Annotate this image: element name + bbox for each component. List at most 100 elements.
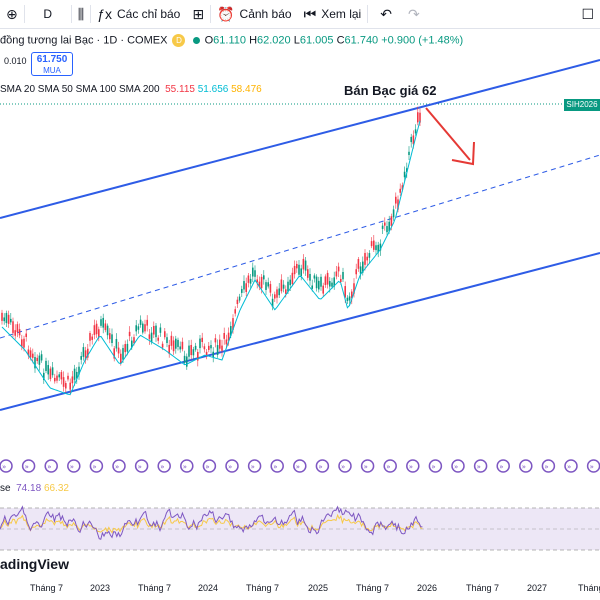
buy-button[interactable]: 61.750 MUA	[31, 52, 73, 76]
sma-legend[interactable]: SMA 20 SMA 50 SMA 100 SMA 200 55.115 51.…	[0, 84, 262, 95]
indicators-button[interactable]: ƒx Các chỉ báo	[91, 0, 186, 28]
candle-body	[300, 268, 302, 276]
candle-body	[357, 259, 360, 269]
candle-body	[388, 221, 390, 232]
event-marker-glyph: »	[409, 463, 413, 471]
candle-body	[137, 326, 140, 330]
undo-button[interactable]: ↶	[368, 0, 404, 28]
interval-button[interactable]: D	[25, 0, 71, 28]
candle-body	[69, 382, 71, 390]
candle-body	[406, 168, 408, 173]
event-marker-icon	[21, 459, 36, 473]
x-tick: Tháng 7	[30, 583, 64, 593]
ticker-badge: SIH2026	[564, 99, 600, 111]
event-marker-icon	[406, 459, 420, 473]
candle-body	[236, 299, 239, 305]
candle-body	[36, 357, 38, 362]
candle-body	[179, 346, 181, 350]
candle-body	[335, 271, 338, 277]
candle-body	[181, 341, 184, 350]
candle-body	[47, 365, 49, 375]
candle-body	[124, 344, 126, 353]
time-axis[interactable]: Tháng 7 2023 Tháng 7 2024 Tháng 7 2025 T…	[0, 578, 600, 600]
candle-body	[175, 338, 177, 349]
candle-body	[329, 281, 331, 287]
candle-body	[98, 329, 100, 338]
candle-body	[146, 319, 148, 326]
redo-button[interactable]: ↷	[404, 0, 424, 28]
rsi-value-2: 66.32	[43, 483, 69, 494]
candle-body	[359, 266, 362, 274]
rsi-signal-line	[0, 513, 423, 534]
candle-body	[282, 284, 285, 289]
candle-body	[95, 323, 98, 335]
top-toolbar: ⊕ D ⫼ ƒx Các chỉ báo ⊞ ⏰ Cảnh báo ⏮ Xem lại…	[0, 0, 600, 29]
candle-body	[100, 319, 102, 326]
event-marker-glyph: »	[386, 463, 390, 471]
candle-body	[25, 333, 27, 337]
rsi-band	[0, 508, 600, 550]
candle-body	[355, 269, 357, 275]
candle-body	[384, 222, 386, 226]
event-marker-glyph: »	[228, 463, 232, 471]
candle-body	[410, 136, 412, 143]
candle-body	[293, 265, 296, 275]
candle-body	[265, 282, 267, 290]
candle-body	[62, 377, 65, 387]
candle-body	[269, 284, 272, 293]
candle-body	[117, 347, 120, 354]
candle-body	[315, 276, 318, 289]
chart-annotation[interactable]: Bán Bạc giá 62	[344, 83, 437, 98]
replay-button[interactable]: ⏮ Xem lại	[298, 0, 368, 28]
replay-icon: ⏮	[303, 5, 317, 22]
candle-body	[29, 350, 32, 358]
event-marker-icon	[225, 459, 239, 473]
sma-line	[1, 120, 421, 396]
candle-body	[3, 317, 5, 322]
candle-body	[313, 275, 316, 279]
candle-body	[40, 354, 43, 361]
interval-label: D	[43, 7, 53, 21]
event-marker-icon	[270, 459, 284, 473]
rsi-value-1: 74.18	[16, 483, 42, 494]
candle-body	[362, 261, 364, 273]
event-marker-glyph: »	[364, 463, 368, 471]
candle-body	[1, 312, 3, 321]
candle-body	[221, 345, 223, 351]
chart-type-button[interactable]: ⫼	[72, 0, 90, 28]
candle-body	[386, 226, 388, 233]
candle-body	[238, 296, 241, 301]
templates-button[interactable]: ⊞	[186, 0, 210, 28]
candle-body	[91, 336, 93, 340]
candle-body	[197, 351, 199, 361]
candle-body	[159, 327, 162, 333]
change-value: +0.900 (+1.48%)	[381, 34, 464, 47]
fullscreen-button[interactable]: ☐	[575, 0, 600, 28]
sma-value-2: 51.656	[197, 84, 229, 95]
symbol-title[interactable]: đồng tương lai Bạc · 1D · COMEX	[0, 34, 168, 47]
event-marker-icon	[293, 459, 307, 473]
candle-body	[348, 296, 351, 301]
candle-body	[164, 331, 166, 338]
candle-body	[148, 334, 151, 339]
rsi-legend[interactable]: se 74.18 66.32	[0, 483, 69, 494]
event-marker-glyph: »	[205, 463, 209, 471]
x-tick: Tháng 7	[138, 583, 172, 593]
candle-body	[212, 351, 214, 358]
alerts-button[interactable]: ⏰ Cảnh báo	[211, 0, 297, 28]
candle-body	[14, 330, 16, 336]
candle-body	[131, 340, 133, 348]
candle-body	[49, 368, 52, 380]
sell-price[interactable]: 0.010	[4, 56, 27, 66]
add-symbol-button[interactable]: ⊕	[0, 0, 24, 28]
tradingview-logo: adingView	[0, 556, 69, 572]
x-tick: 2023	[90, 583, 111, 593]
candle-body	[373, 240, 375, 250]
event-marker-icon	[519, 459, 533, 473]
sell-arrow-head	[451, 141, 475, 166]
candle-body	[56, 375, 58, 381]
candle-body	[287, 281, 289, 292]
candle-body	[326, 272, 329, 285]
candle-body	[304, 260, 307, 271]
